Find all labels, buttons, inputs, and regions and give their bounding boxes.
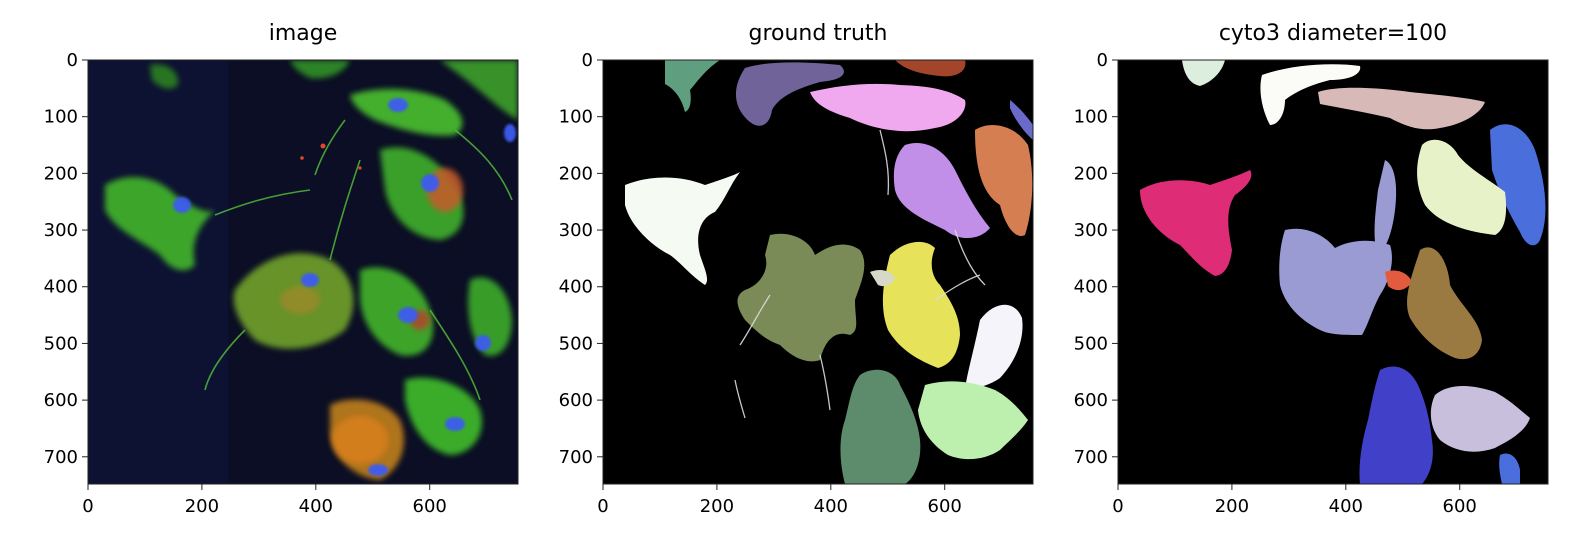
- ground-truth-y-tick-label: 0: [582, 50, 593, 71]
- image-x-tick-label: 400: [299, 496, 333, 517]
- axes: 0 100 200 300 400 500 600 700 0 200 400 600 0 100 200 3…: [44, 50, 1477, 517]
- panel-cyto3: cyto3 diameter=100: [1117, 21, 1549, 485]
- ground-truth-y-tick-label: 600: [559, 390, 593, 411]
- image-frame: [87, 59, 519, 485]
- image-x-tick-label: 600: [413, 496, 447, 517]
- image-y-tick-label: 400: [44, 277, 78, 298]
- cyto3-y-tick-label: 400: [1074, 277, 1108, 298]
- cyto3-x-tick-label: 400: [1329, 496, 1363, 517]
- ground-truth-y-tick-label: 400: [559, 277, 593, 298]
- cyto3-x-tick-label: 600: [1443, 496, 1477, 517]
- microscopy-image: [88, 60, 518, 484]
- ground-truth-y-tick-label: 200: [559, 163, 593, 184]
- ground-truth-x-tick-label: 200: [700, 496, 734, 517]
- panel-ground-truth: ground truth: [602, 21, 1034, 485]
- image-y-tick-label: 100: [44, 107, 78, 128]
- ground-truth-x-tick-label: 600: [928, 496, 962, 517]
- cyto3-y-tick-label: 100: [1074, 107, 1108, 128]
- ground-truth-frame: [602, 59, 1034, 485]
- panel-title-image: image: [269, 21, 338, 46]
- panel-title-ground-truth: ground truth: [748, 21, 887, 46]
- image-x-tick-label: 200: [185, 496, 219, 517]
- cyto3-x-tick-label: 0: [1112, 496, 1123, 517]
- image-y-tick-label: 300: [44, 220, 78, 241]
- ground-truth-x-tick-label: 0: [597, 496, 608, 517]
- image-y-tick-label: 500: [44, 333, 78, 354]
- cyto3-x-tick-label: 200: [1215, 496, 1249, 517]
- cyto3-y-tick-label: 0: [1097, 50, 1108, 71]
- ground-truth-masks: [625, 60, 1033, 484]
- image-y-tick-label: 200: [44, 163, 78, 184]
- cyto3-masks: [1140, 60, 1546, 484]
- ground-truth-y-tick-label: 300: [559, 220, 593, 241]
- cyto3-y-tick-label: 500: [1074, 333, 1108, 354]
- cyto3-y-tick-label: 200: [1074, 163, 1108, 184]
- panel-image: image: [87, 21, 519, 485]
- panel-title-cyto3: cyto3 diameter=100: [1219, 21, 1447, 46]
- cyto3-y-tick-label: 700: [1074, 447, 1108, 468]
- image-x-tick-label: 0: [82, 496, 93, 517]
- ground-truth-y-tick-label: 700: [559, 447, 593, 468]
- cyto3-y-tick-label: 300: [1074, 220, 1108, 241]
- cyto3-frame: [1117, 59, 1549, 485]
- ground-truth-y-tick-label: 100: [559, 107, 593, 128]
- image-y-tick-label: 0: [67, 50, 78, 71]
- cyto3-y-tick-label: 600: [1074, 390, 1108, 411]
- ground-truth-y-tick-label: 500: [559, 333, 593, 354]
- image-y-tick-label: 600: [44, 390, 78, 411]
- image-y-tick-label: 700: [44, 447, 78, 468]
- ground-truth-x-tick-label: 400: [814, 496, 848, 517]
